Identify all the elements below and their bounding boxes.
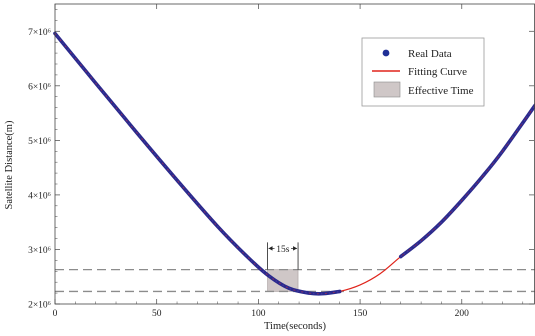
y-tick-label: 5×10⁶ xyxy=(28,137,51,147)
legend-fitting-curve-label: Fitting Curve xyxy=(408,66,467,78)
real-data-segment xyxy=(398,103,535,259)
y-tick-label: 3×10⁶ xyxy=(28,246,51,256)
real-data-segment xyxy=(53,31,342,296)
legend-real-data-label: Real Data xyxy=(408,48,452,60)
x-tick-label: 200 xyxy=(455,309,470,319)
legend-real-data-marker xyxy=(382,49,390,57)
x-tick-label: 50 xyxy=(152,309,162,319)
y-tick-label: 7×10⁶ xyxy=(28,28,51,38)
annotation-right-arrowhead xyxy=(293,246,298,251)
legend: Real Data Fitting Curve Effective Time xyxy=(361,37,485,107)
annotation-label: 15s xyxy=(276,245,290,255)
legend-effective-time-swatch xyxy=(373,81,401,98)
legend-effective-time-label: Effective Time xyxy=(408,85,474,97)
y-tick-label: 2×10⁶ xyxy=(28,301,51,311)
x-tick-label: 150 xyxy=(353,309,368,319)
x-tick-label: 0 xyxy=(53,309,58,319)
real-data-texture xyxy=(400,105,535,258)
x-tick-label: 100 xyxy=(251,309,266,319)
x-axis-title: Time(seconds) xyxy=(264,321,327,332)
y-axis-title: Satellite Distance(m) xyxy=(4,120,15,209)
annotation-left-arrowhead xyxy=(268,246,273,251)
y-tick-label: 4×10⁶ xyxy=(28,191,51,201)
real-data-texture xyxy=(54,33,340,295)
y-tick-label: 6×10⁶ xyxy=(28,82,51,92)
